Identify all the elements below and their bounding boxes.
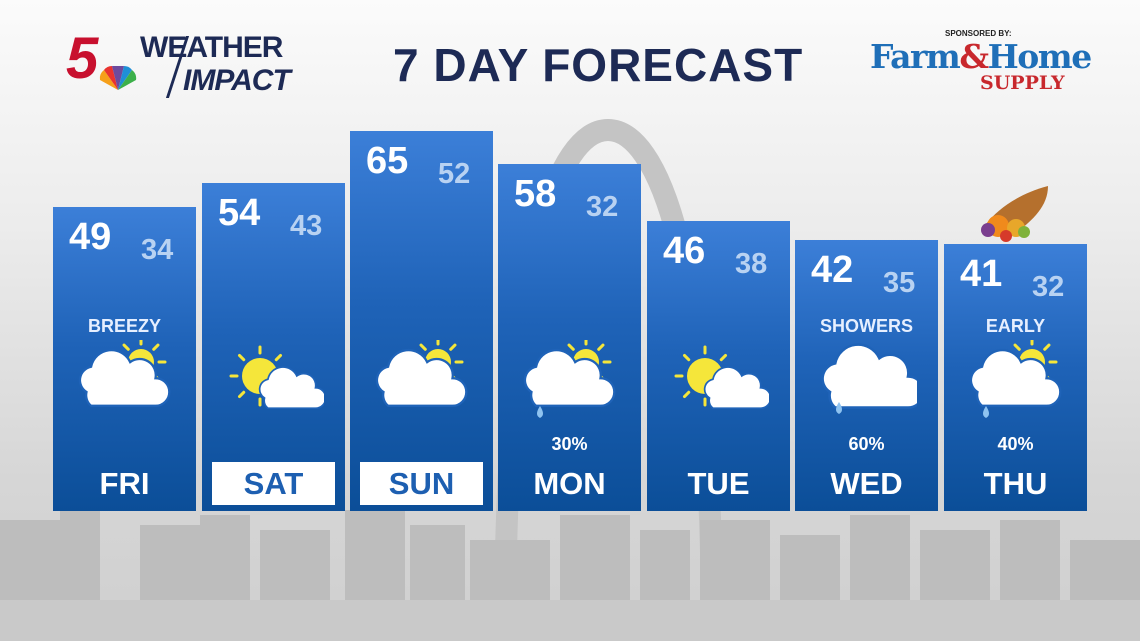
condition-label: SHOWERS xyxy=(819,316,913,336)
forecast-day-wed: 42 35 SHOWERS 60% WED xyxy=(795,240,938,511)
day-label: TUE xyxy=(687,466,750,501)
partly-cloudy-icon xyxy=(78,340,171,407)
high-temp: 42 xyxy=(811,249,854,291)
forecast-day-fri: 49 34 BREEZY FRI xyxy=(53,207,196,511)
low-temp: 35 xyxy=(883,267,916,299)
partly-sunny-icon xyxy=(674,345,769,410)
forecast-day-sun: 65 52 SUN xyxy=(350,131,493,511)
high-temp: 49 xyxy=(69,216,112,258)
day-label: SAT xyxy=(212,462,335,505)
day-label: MON xyxy=(533,466,606,501)
page-title: 7 DAY FORECAST xyxy=(393,39,804,91)
cornucopia-icon xyxy=(981,186,1048,242)
low-temp: 34 xyxy=(141,234,174,266)
day-label: THU xyxy=(983,466,1048,501)
precip-chance: 60% xyxy=(848,434,885,454)
high-temp: 46 xyxy=(663,230,706,272)
high-temp: 58 xyxy=(514,173,557,215)
sponsor-farm: Farm xyxy=(870,37,961,76)
cloudy-shower-icon xyxy=(821,343,917,414)
precip-chance: 40% xyxy=(997,434,1034,454)
forecast-day-mon: 58 32 30% MON xyxy=(498,164,641,511)
station-logo: 5 xyxy=(66,26,98,91)
header: 5 WEATHER IMPACT 7 DAY FORECAST SPONSORE… xyxy=(0,0,1140,110)
brand-weather: WEATHER xyxy=(140,31,283,64)
low-temp: 32 xyxy=(586,191,619,223)
sponsor-supply: SUPPLY xyxy=(980,72,1065,94)
forecast-day-thu: 41 32 EARLY 40% THU xyxy=(944,244,1087,511)
partly-sunny-icon xyxy=(229,345,324,410)
brand-impact: IMPACT xyxy=(183,64,291,97)
low-temp: 32 xyxy=(1032,271,1065,303)
day-label: FRI xyxy=(99,466,150,501)
forecast-day-tue: 46 38 TUE xyxy=(647,221,790,511)
high-temp: 65 xyxy=(366,140,409,182)
day-label: SUN xyxy=(360,462,483,505)
sponsor-amp: & xyxy=(959,37,989,76)
condition-label: EARLY xyxy=(985,316,1046,336)
peacock-icon xyxy=(99,66,137,90)
precip-chance: 30% xyxy=(551,434,588,454)
partly-cloudy-icon xyxy=(375,340,468,407)
sponsor-logo: Farm&Home xyxy=(870,40,1092,73)
condition-label: BREEZY xyxy=(87,316,161,336)
low-temp: 38 xyxy=(735,248,768,280)
high-temp: 54 xyxy=(218,192,261,234)
partly-cloudy-shower-icon xyxy=(969,340,1062,418)
day-label: WED xyxy=(830,466,903,501)
high-temp: 41 xyxy=(960,253,1003,295)
sponsor-home: Home xyxy=(987,37,1093,76)
forecast-day-sat: 54 43 SAT xyxy=(202,183,345,511)
low-temp: 43 xyxy=(290,210,323,242)
partly-cloudy-shower-icon xyxy=(523,340,616,418)
sponsor-label: SPONSORED BY: xyxy=(945,29,1012,38)
low-temp: 52 xyxy=(438,158,471,190)
